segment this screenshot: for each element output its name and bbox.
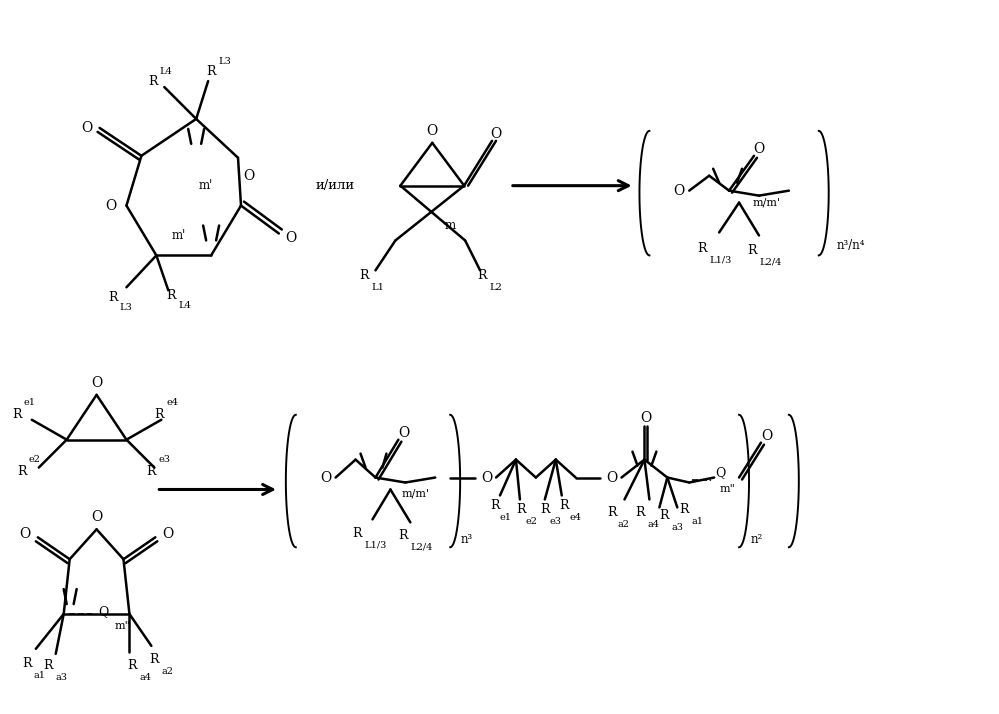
Text: O: O (163, 528, 174, 541)
Text: e1: e1 (500, 513, 512, 522)
Text: R: R (12, 408, 21, 421)
Text: O: O (398, 426, 409, 440)
Text: O: O (761, 428, 772, 443)
Text: m': m' (172, 229, 187, 242)
Text: O: O (320, 471, 332, 485)
Text: R: R (353, 527, 362, 540)
Text: m": m" (719, 485, 735, 495)
Text: a4: a4 (647, 520, 659, 529)
Text: R: R (539, 503, 549, 516)
Text: Q: Q (715, 466, 725, 479)
Text: L1/3: L1/3 (365, 540, 387, 550)
Text: R: R (150, 653, 159, 666)
Text: O: O (91, 511, 102, 524)
Text: O: O (753, 142, 764, 156)
Text: e4: e4 (569, 513, 581, 522)
Text: O: O (19, 528, 31, 541)
Text: R: R (491, 499, 500, 512)
Text: a2: a2 (161, 668, 173, 676)
Text: R: R (659, 509, 669, 522)
Text: R: R (128, 659, 137, 673)
Text: R: R (17, 465, 26, 478)
Text: R: R (399, 529, 408, 542)
Text: L3: L3 (218, 56, 231, 66)
Text: R: R (22, 658, 31, 670)
Text: O: O (639, 411, 651, 425)
Text: m: m (445, 219, 456, 232)
Text: и/или: и/или (316, 179, 356, 192)
Text: R: R (607, 506, 617, 519)
Text: R: R (559, 499, 569, 512)
Text: e3: e3 (549, 517, 561, 526)
Text: R: R (206, 64, 216, 78)
Text: R: R (515, 503, 525, 516)
Text: a1: a1 (691, 517, 703, 526)
Text: O: O (285, 231, 297, 246)
Text: a3: a3 (671, 523, 683, 532)
Text: a4: a4 (140, 673, 152, 683)
Text: L1/3: L1/3 (709, 256, 731, 265)
Text: R: R (44, 659, 53, 673)
Text: e3: e3 (158, 455, 171, 464)
Text: L1: L1 (372, 283, 385, 292)
Text: n³/n⁴: n³/n⁴ (837, 239, 865, 252)
Text: R: R (155, 408, 164, 421)
Text: O: O (105, 198, 116, 213)
Text: R: R (147, 465, 156, 478)
Text: R: R (109, 291, 118, 303)
Text: L4: L4 (178, 301, 191, 310)
Text: e1: e1 (24, 398, 36, 407)
Text: L2: L2 (490, 283, 501, 292)
Text: a3: a3 (56, 673, 68, 683)
Text: O: O (673, 183, 685, 198)
Text: a1: a1 (34, 671, 46, 680)
Text: R: R (679, 503, 688, 516)
Text: L4: L4 (159, 66, 172, 76)
Text: e2: e2 (29, 455, 41, 464)
Text: R: R (747, 244, 756, 257)
Text: R: R (360, 268, 369, 282)
Text: R: R (166, 288, 176, 302)
Text: a2: a2 (617, 520, 629, 529)
Text: n²: n² (751, 533, 763, 545)
Text: O: O (482, 471, 493, 485)
Text: m/m': m/m' (753, 198, 781, 208)
Text: L2/4: L2/4 (411, 543, 433, 552)
Text: O: O (606, 471, 617, 485)
Text: m": m" (115, 621, 131, 631)
Text: e2: e2 (525, 517, 537, 526)
Text: m/m': m/m' (402, 488, 430, 498)
Text: L2/4: L2/4 (759, 258, 781, 267)
Text: n³: n³ (461, 533, 473, 545)
Text: O: O (491, 127, 501, 141)
Text: Q: Q (99, 605, 109, 618)
Text: R: R (478, 268, 487, 282)
Text: R: R (635, 506, 645, 519)
Text: R: R (697, 242, 706, 255)
Text: L3: L3 (120, 303, 132, 312)
Text: O: O (81, 121, 92, 135)
Text: e4: e4 (166, 398, 178, 407)
Text: m': m' (199, 179, 213, 192)
Text: R: R (149, 74, 158, 88)
Text: O: O (91, 376, 102, 390)
Text: O: O (427, 124, 438, 138)
Text: O: O (244, 169, 255, 183)
